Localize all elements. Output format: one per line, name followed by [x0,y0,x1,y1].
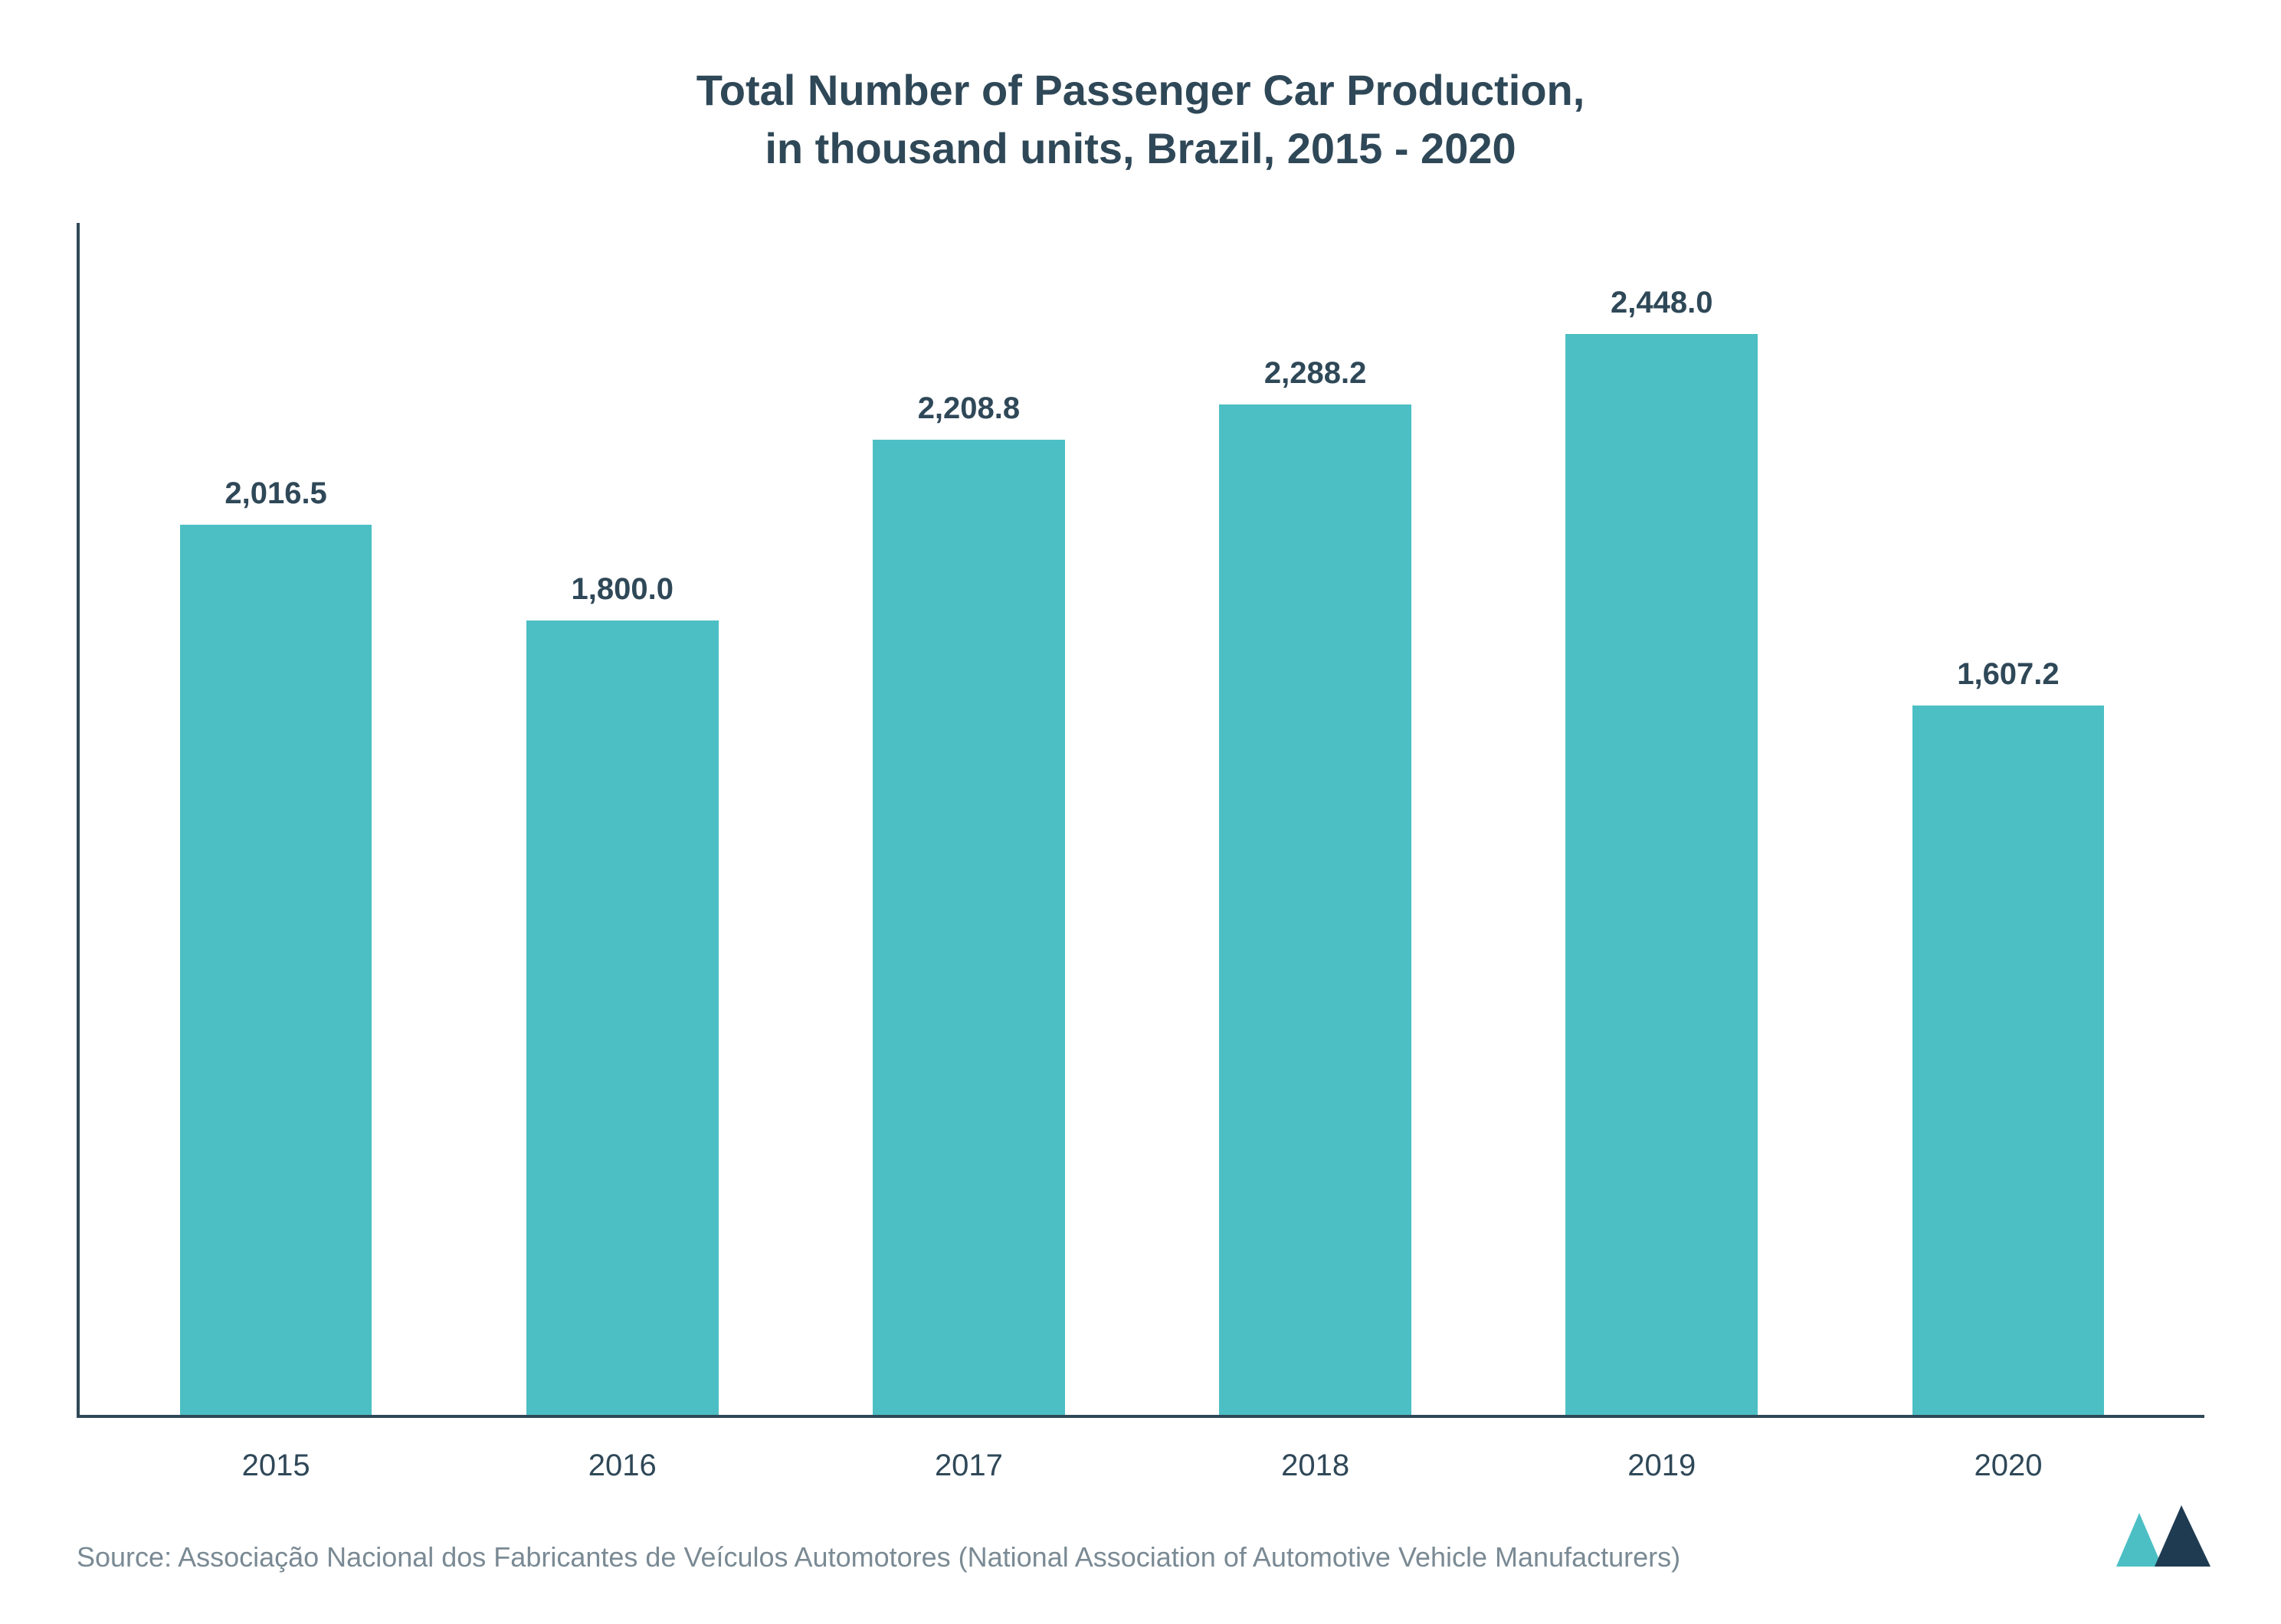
bar-value-label: 1,800.0 [572,572,673,607]
chart-container: Total Number of Passenger Car Production… [0,0,2281,1624]
bar-group: 1,800.0 [457,223,788,1415]
bar-group: 2,448.0 [1496,223,1827,1415]
bar-group: 1,607.2 [1843,223,2174,1415]
xtick-row: 2015 2016 2017 2018 2019 2020 [77,1418,2204,1483]
bar-rect [1565,334,1758,1415]
source-footer: Source: Associação Nacional dos Fabrican… [77,1537,2034,1578]
bar-value-label: 1,607.2 [1957,657,2059,692]
bar-group: 2,208.8 [803,223,1134,1415]
bar-value-label: 2,016.5 [224,476,326,511]
bar-value-label: 2,208.8 [918,391,1020,426]
brand-logo [2112,1501,2212,1570]
x-axis-tick: 2019 [1496,1449,1827,1483]
x-axis-tick: 2020 [1843,1449,2174,1483]
bar-rect [1912,706,2105,1415]
bars-row: 2,016.5 1,800.0 2,208.8 2,288.2 2,448.0 1,607… [77,223,2204,1418]
chart-title: Total Number of Passenger Car Production… [77,61,2204,177]
bar-group: 2,288.2 [1150,223,1481,1415]
x-axis-tick: 2015 [110,1449,441,1483]
bar-rect [873,440,1065,1415]
bar-rect [180,525,372,1415]
x-axis-tick: 2016 [457,1449,788,1483]
bar-rect [526,620,719,1415]
title-line-2: in thousand units, Brazil, 2015 - 2020 [77,120,2204,178]
bar-group: 2,016.5 [110,223,441,1415]
x-axis-tick: 2017 [803,1449,1134,1483]
logo-icon [2112,1501,2212,1570]
bar-rect [1219,404,1411,1415]
bar-value-label: 2,448.0 [1611,286,1712,320]
bar-value-label: 2,288.2 [1264,356,1366,391]
plot-area: 2,016.5 1,800.0 2,208.8 2,288.2 2,448.0 1,607… [77,223,2204,1483]
title-line-1: Total Number of Passenger Car Production… [77,61,2204,120]
x-axis-tick: 2018 [1150,1449,1481,1483]
